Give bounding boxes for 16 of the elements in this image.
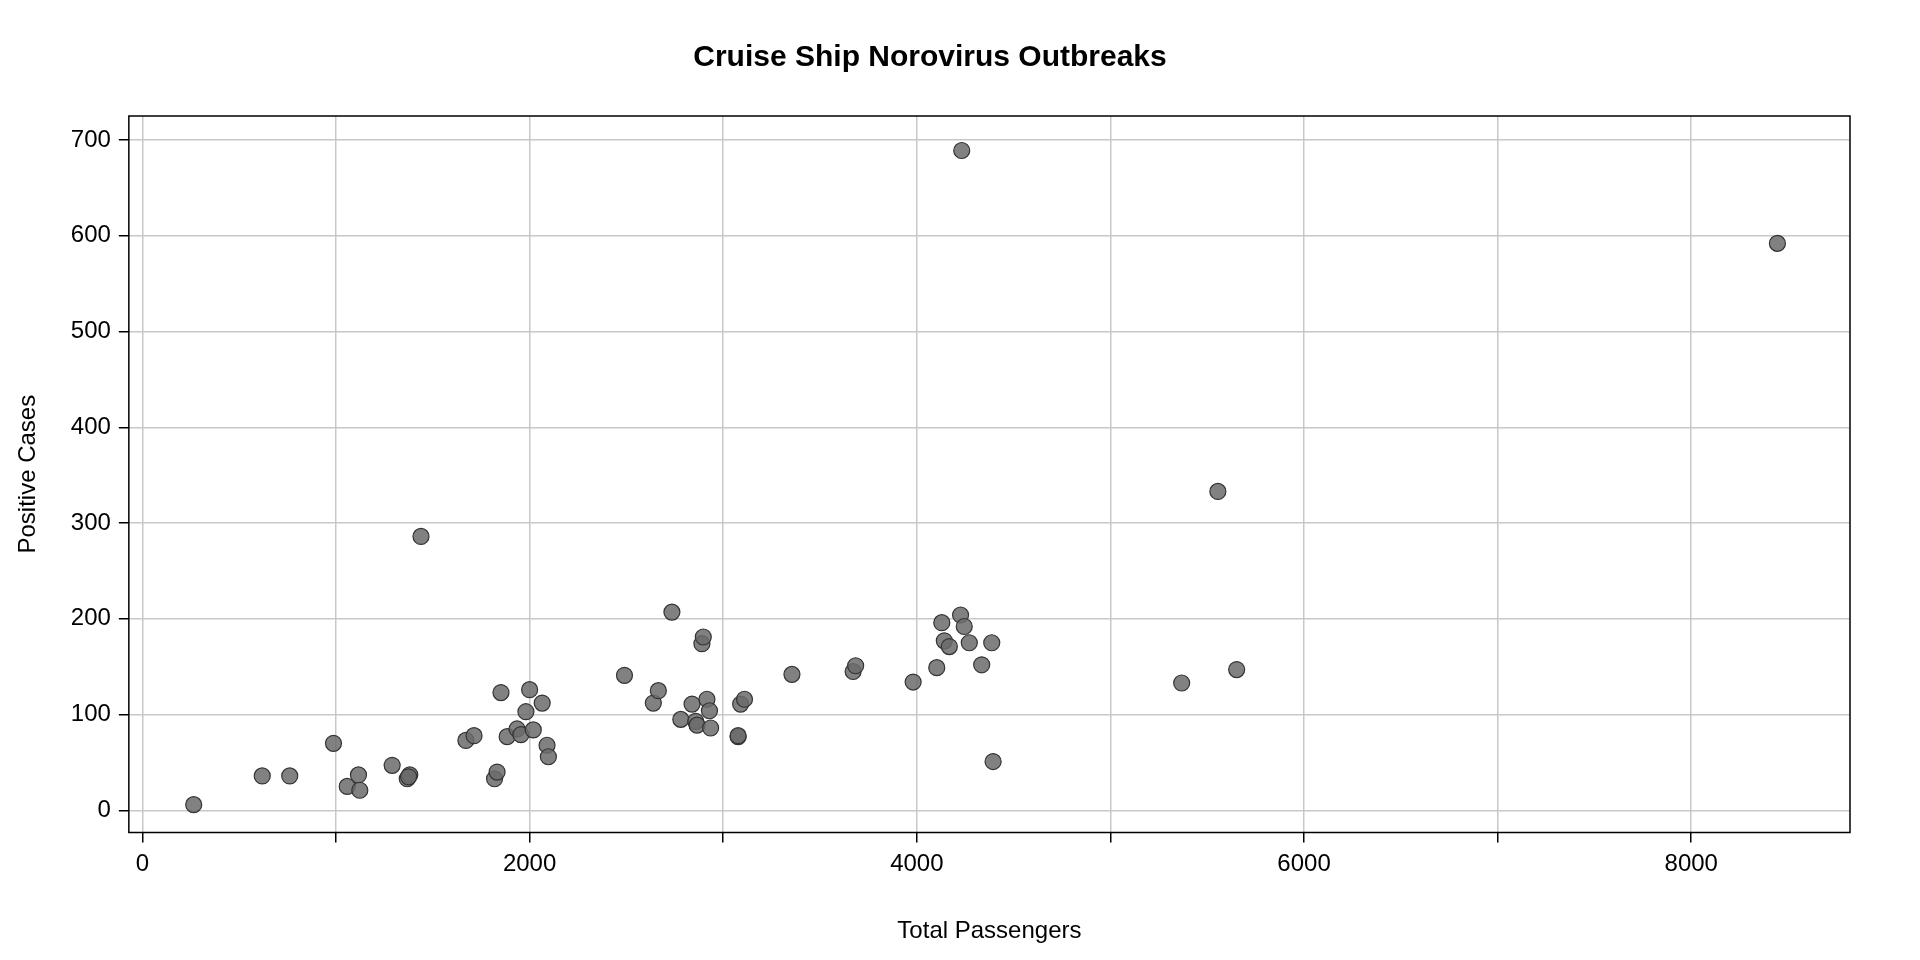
x-tick-label: 6000 (1277, 849, 1331, 877)
x-axis-title: Total Passengers (897, 916, 1082, 944)
y-tick-label: 600 (70, 220, 111, 248)
y-tick-label: 200 (70, 603, 111, 631)
x-tick-label: 0 (135, 849, 150, 877)
x-tick-label: 4000 (890, 849, 944, 877)
x-tick-label: 2000 (502, 849, 557, 877)
x-tick-label: 8000 (1664, 849, 1718, 877)
y-tick-label: 300 (70, 507, 111, 535)
chart-title: Cruise Ship Norovirus Outbreaks (693, 39, 1167, 73)
y-tick-label: 500 (70, 316, 111, 344)
y-tick-label: 0 (97, 795, 111, 822)
y-tick-label: 400 (70, 411, 111, 439)
y-tick-label: 100 (70, 699, 111, 727)
y-axis-title: Positive Cases (13, 394, 41, 554)
y-tick-label: 700 (70, 124, 111, 152)
